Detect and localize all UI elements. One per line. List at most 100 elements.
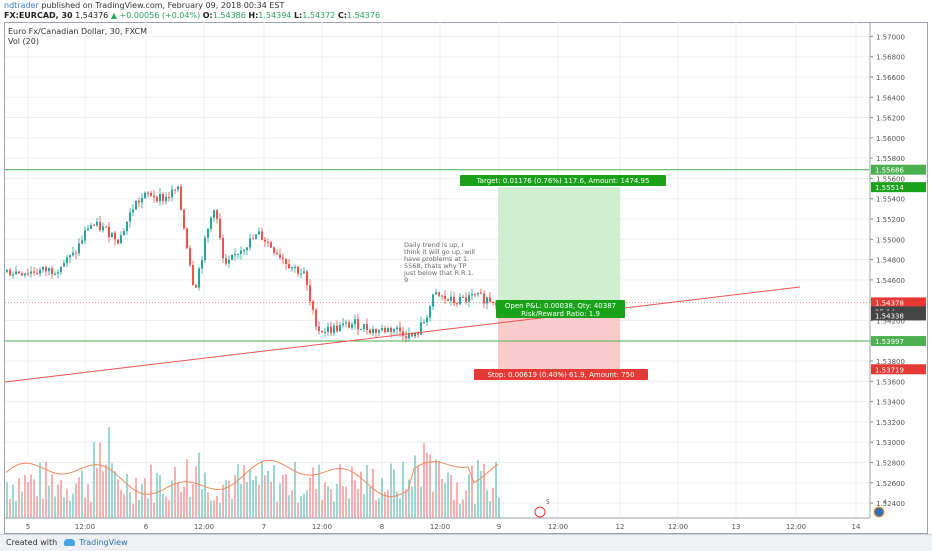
candle-body (357, 319, 359, 330)
volume-bar (39, 462, 41, 518)
time-tick-label[interactable]: 5 (26, 523, 30, 531)
candle-body (246, 247, 248, 251)
split-marker-count[interactable]: 5 (546, 499, 550, 506)
candle-body (315, 309, 317, 327)
trade-note-line[interactable]: Daily trend is up, I (404, 241, 464, 249)
target-zone[interactable] (498, 187, 620, 303)
author-link[interactable]: ndtrader (4, 1, 39, 10)
high-value: 1.54394 (258, 11, 292, 20)
candle-body (132, 209, 134, 213)
volume-bar (468, 474, 470, 518)
candle-body (153, 195, 155, 198)
candle-body (432, 294, 434, 307)
candle-body (471, 294, 473, 296)
time-tick-label[interactable]: 12:00 (312, 523, 332, 531)
tradingview-brand-link[interactable]: TradingView (79, 538, 128, 547)
volume-bar (156, 472, 158, 518)
time-tick-label[interactable]: 13 (732, 523, 741, 531)
volume-bar (243, 465, 245, 518)
candle-body (417, 333, 419, 335)
price-tick-label: 1.55000 (876, 236, 905, 244)
split-marker-icon[interactable] (534, 506, 546, 518)
candle-body (372, 328, 374, 334)
candle-body (477, 292, 479, 295)
trade-note-line[interactable]: 5568, thats why TP (404, 262, 467, 270)
candle-body (339, 325, 341, 332)
volume-bar (102, 471, 104, 518)
trade-note-line[interactable]: just below that R:R 1. (403, 269, 474, 277)
volume-bar (474, 503, 476, 518)
candlesticks (6, 184, 497, 343)
candle-body (240, 250, 242, 254)
candle-body (162, 193, 164, 202)
volume-bar (438, 460, 440, 518)
candle-body (297, 266, 299, 274)
candle-body (336, 325, 338, 332)
volume-bar (213, 500, 215, 518)
candle-body (117, 239, 119, 244)
price-tag-label: 1.55514 (875, 184, 904, 192)
volume-bar (345, 486, 347, 518)
volume-bar (399, 498, 401, 518)
time-tick-label[interactable]: 8 (380, 523, 384, 531)
volume-bar (117, 479, 119, 518)
candle-body (309, 285, 311, 302)
volume-bar (270, 481, 272, 518)
volume-bar (153, 502, 155, 518)
candle-body (489, 297, 491, 302)
time-tick-label[interactable]: 12:00 (548, 523, 568, 531)
candle-body (75, 252, 77, 254)
candle-body (156, 197, 158, 202)
candle-body (426, 317, 428, 323)
time-tick-label[interactable]: 9 (497, 523, 501, 531)
candle-body (69, 255, 71, 258)
candle-body (276, 252, 278, 255)
volume-bar (171, 480, 173, 518)
volume-bar (204, 472, 206, 518)
time-tick-label[interactable]: 7 (262, 523, 266, 531)
candle-body (342, 323, 344, 326)
time-tick-label[interactable]: 12:00 (668, 523, 688, 531)
open-pl-label[interactable]: Open P&L: 0.00038, Qty: 40387Risk/Reward… (496, 300, 625, 318)
time-tick-label[interactable]: 14 (852, 523, 861, 531)
candle-body (216, 210, 218, 219)
candle-body (96, 221, 98, 226)
trade-note-line[interactable]: 9 (404, 276, 408, 284)
candle-body (18, 271, 20, 274)
time-tick-label[interactable]: 12:00 (786, 523, 806, 531)
volume-bar (339, 464, 341, 518)
trade-note-line[interactable]: think it will go up, will (404, 248, 475, 256)
candle-body (255, 234, 257, 239)
volume-bar (294, 461, 296, 518)
stop-label[interactable]: Stop: 0.00619 (0.40%) 61.9, Amount: 750 (474, 369, 648, 380)
target-label[interactable]: Target: 0.01176 (0.76%) 117.6, Amount: 1… (460, 175, 666, 186)
candle-body (123, 231, 125, 236)
candle-body (108, 226, 110, 238)
volume-bar (69, 500, 71, 518)
time-tick-label[interactable]: 6 (144, 523, 149, 531)
candle-body (381, 328, 383, 331)
volume-bar (498, 497, 500, 518)
trend-line[interactable] (4, 286, 801, 383)
candle-body (126, 221, 128, 232)
candle-body (63, 263, 65, 267)
volume-bar (150, 464, 152, 518)
time-tick-label[interactable]: 12:00 (75, 523, 95, 531)
candle-body (294, 266, 296, 268)
time-tick-label[interactable]: 12:00 (194, 523, 214, 531)
trade-note-line[interactable]: have problems at 1. (404, 255, 469, 263)
volume-bar (165, 496, 167, 518)
candle-body (99, 221, 101, 231)
up-arrow-icon: ▲ (110, 11, 117, 20)
volume-bar (240, 483, 242, 518)
volume-bar (408, 479, 410, 518)
stop-label-text: Stop: 0.00619 (0.40%) 61.9, Amount: 750 (487, 371, 634, 379)
candle-body (366, 323, 368, 331)
time-tick-label[interactable]: 12:00 (430, 523, 450, 531)
event-marker-icon[interactable] (873, 506, 885, 518)
volume-bar (90, 501, 92, 518)
volume-indicator-label[interactable]: Vol (20) (8, 37, 39, 46)
time-tick-label[interactable]: 12 (616, 523, 625, 531)
event-marker-count[interactable]: 4 (883, 499, 887, 506)
